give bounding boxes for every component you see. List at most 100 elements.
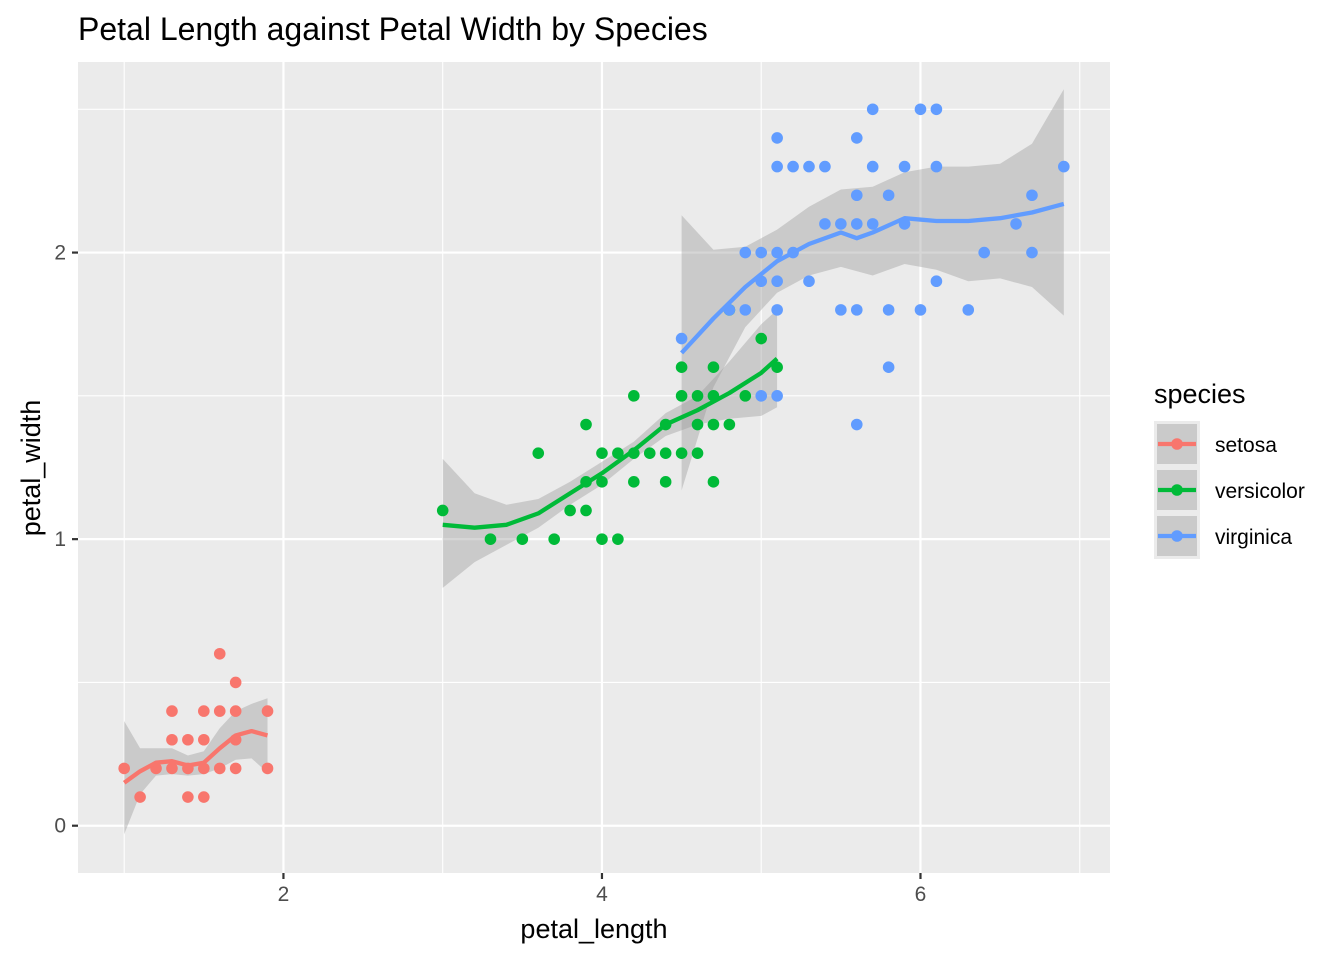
data-point-virginica bbox=[803, 160, 815, 173]
data-point-setosa bbox=[198, 762, 210, 775]
data-point-virginica bbox=[819, 160, 831, 173]
data-point-virginica bbox=[771, 160, 783, 173]
axis-ticks: 2 4 6 0 1 2 bbox=[54, 242, 926, 906]
data-point-versicolor bbox=[643, 447, 656, 459]
y-tick-label: 0 bbox=[54, 815, 66, 838]
data-point-setosa bbox=[261, 762, 274, 775]
data-point-virginica bbox=[835, 218, 847, 230]
y-tick-label: 1 bbox=[54, 528, 66, 551]
data-point-versicolor bbox=[580, 418, 592, 431]
data-point-versicolor bbox=[628, 390, 640, 402]
data-point-setosa bbox=[166, 762, 178, 775]
data-point-virginica bbox=[914, 103, 927, 116]
legend-title: species bbox=[1154, 379, 1246, 409]
smooth-line-versicolor bbox=[442, 357, 779, 530]
data-point-virginica bbox=[771, 275, 783, 288]
data-point-versicolor bbox=[675, 361, 688, 373]
data-point-setosa bbox=[229, 676, 242, 689]
data-point-virginica bbox=[739, 304, 752, 316]
data-point-virginica bbox=[850, 132, 863, 144]
data-point-setosa bbox=[134, 791, 146, 803]
data-point-virginica bbox=[882, 189, 895, 202]
data-point-versicolor bbox=[659, 476, 672, 488]
data-point-virginica bbox=[914, 304, 927, 316]
data-point-virginica bbox=[787, 160, 799, 173]
data-point-setosa bbox=[198, 733, 210, 746]
data-point-virginica bbox=[771, 304, 783, 316]
data-point-virginica bbox=[739, 246, 752, 259]
legend-key-point bbox=[1171, 530, 1183, 542]
data-point-virginica bbox=[1026, 189, 1038, 202]
confidence-band-virginica bbox=[681, 89, 1064, 491]
data-point-versicolor bbox=[771, 361, 783, 373]
data-point-virginica bbox=[962, 304, 975, 316]
data-points bbox=[118, 103, 1070, 803]
data-point-setosa bbox=[198, 705, 210, 717]
data-point-virginica bbox=[930, 160, 943, 173]
smooth-line-setosa bbox=[122, 728, 269, 785]
data-point-setosa bbox=[182, 791, 194, 803]
data-point-virginica bbox=[850, 189, 863, 202]
data-point-versicolor bbox=[548, 533, 560, 545]
data-point-virginica bbox=[930, 275, 943, 288]
legend-label-virginica: virginica bbox=[1215, 526, 1292, 549]
data-point-setosa bbox=[166, 733, 178, 746]
data-point-setosa bbox=[166, 705, 178, 717]
data-point-versicolor bbox=[612, 447, 624, 459]
data-point-virginica bbox=[898, 160, 911, 173]
x-axis-title: petal_length bbox=[520, 914, 667, 944]
data-point-virginica bbox=[771, 132, 783, 144]
legend-key-point bbox=[1171, 438, 1183, 450]
data-point-versicolor bbox=[580, 504, 592, 517]
data-point-virginica bbox=[866, 160, 879, 173]
data-point-virginica bbox=[866, 218, 879, 230]
data-point-virginica bbox=[850, 418, 863, 431]
data-point-versicolor bbox=[532, 447, 545, 459]
plot-panel bbox=[78, 62, 1110, 873]
data-point-versicolor bbox=[707, 361, 720, 373]
y-axis-title: petal_width bbox=[16, 400, 46, 537]
x-tick-label: 4 bbox=[596, 883, 608, 906]
legend-label-setosa: setosa bbox=[1215, 434, 1277, 457]
legend: species setosa versicolor virginica bbox=[1154, 379, 1305, 559]
data-point-virginica bbox=[850, 218, 863, 230]
data-point-setosa bbox=[261, 705, 274, 717]
data-point-virginica bbox=[803, 275, 815, 288]
data-point-virginica bbox=[1026, 246, 1038, 259]
data-point-versicolor bbox=[755, 332, 768, 345]
data-point-virginica bbox=[930, 103, 943, 116]
data-point-versicolor bbox=[739, 390, 752, 402]
data-point-setosa bbox=[229, 762, 242, 775]
data-point-versicolor bbox=[659, 447, 672, 459]
data-point-virginica bbox=[866, 103, 879, 116]
data-point-virginica bbox=[755, 390, 768, 402]
smooth-lines bbox=[122, 201, 1065, 785]
data-point-virginica bbox=[755, 246, 768, 259]
y-tick-label: 2 bbox=[54, 242, 66, 265]
data-point-setosa bbox=[182, 733, 194, 746]
data-point-versicolor bbox=[675, 447, 688, 459]
data-point-versicolor bbox=[516, 533, 529, 545]
x-tick-label: 2 bbox=[278, 883, 290, 906]
smooth-line-virginica bbox=[680, 201, 1065, 355]
data-point-setosa bbox=[213, 762, 226, 775]
data-point-versicolor bbox=[691, 447, 704, 459]
data-point-setosa bbox=[118, 762, 130, 775]
data-point-versicolor bbox=[675, 390, 688, 402]
data-point-virginica bbox=[771, 246, 783, 259]
legend-label-versicolor: versicolor bbox=[1215, 480, 1305, 503]
data-point-versicolor bbox=[596, 533, 608, 545]
data-point-versicolor bbox=[564, 504, 576, 517]
data-point-virginica bbox=[675, 332, 688, 345]
data-point-setosa bbox=[229, 705, 242, 717]
data-point-versicolor bbox=[628, 476, 640, 488]
data-point-versicolor bbox=[612, 533, 624, 545]
legend-key-point bbox=[1171, 484, 1183, 496]
data-point-virginica bbox=[835, 304, 847, 316]
x-tick-label: 6 bbox=[915, 883, 927, 906]
data-point-virginica bbox=[978, 246, 990, 259]
data-point-versicolor bbox=[707, 476, 720, 488]
data-point-virginica bbox=[819, 218, 831, 230]
data-point-versicolor bbox=[723, 418, 736, 431]
